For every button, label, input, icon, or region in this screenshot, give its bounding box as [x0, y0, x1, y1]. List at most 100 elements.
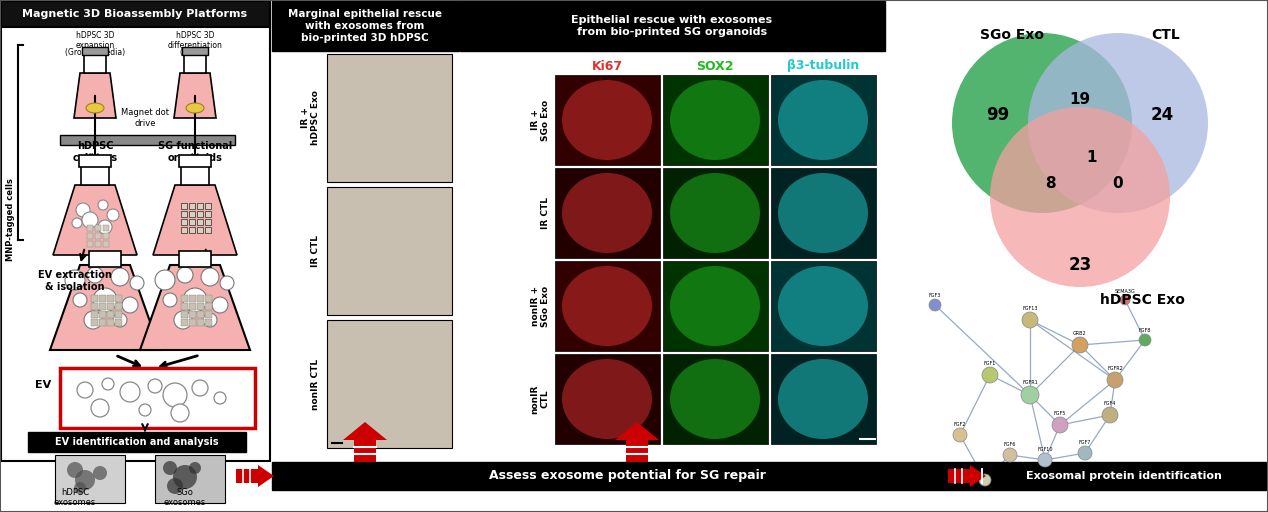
Circle shape — [87, 267, 103, 283]
Circle shape — [1139, 334, 1151, 346]
FancyBboxPatch shape — [189, 303, 197, 310]
FancyBboxPatch shape — [205, 319, 212, 326]
Polygon shape — [257, 465, 274, 487]
Circle shape — [67, 462, 82, 478]
Circle shape — [72, 218, 82, 228]
FancyBboxPatch shape — [1, 1, 270, 461]
Text: hDPSC
exosomes: hDPSC exosomes — [53, 487, 96, 507]
FancyBboxPatch shape — [205, 219, 210, 225]
Circle shape — [76, 203, 90, 217]
FancyBboxPatch shape — [273, 1, 459, 51]
Circle shape — [221, 276, 235, 290]
Text: nonIR
CTL: nonIR CTL — [530, 385, 550, 414]
Ellipse shape — [779, 359, 869, 439]
Circle shape — [164, 461, 178, 475]
FancyBboxPatch shape — [91, 295, 98, 302]
Circle shape — [120, 382, 139, 402]
Text: SOX2: SOX2 — [696, 59, 734, 73]
FancyBboxPatch shape — [84, 55, 107, 73]
Circle shape — [98, 220, 112, 234]
FancyBboxPatch shape — [115, 295, 122, 302]
FancyBboxPatch shape — [197, 311, 204, 318]
Circle shape — [93, 288, 117, 312]
Text: 1: 1 — [1087, 150, 1097, 164]
FancyBboxPatch shape — [115, 311, 122, 318]
Text: Assess exosome potential for SG repair: Assess exosome potential for SG repair — [488, 470, 766, 482]
FancyBboxPatch shape — [663, 261, 768, 351]
Circle shape — [214, 392, 226, 404]
FancyBboxPatch shape — [189, 227, 195, 233]
Circle shape — [75, 470, 95, 490]
FancyBboxPatch shape — [1, 1, 270, 27]
Ellipse shape — [670, 359, 760, 439]
Circle shape — [98, 200, 108, 210]
FancyBboxPatch shape — [327, 54, 451, 182]
Circle shape — [1022, 312, 1038, 328]
Ellipse shape — [562, 266, 652, 346]
Text: hDPSC 3D: hDPSC 3D — [176, 31, 214, 39]
Text: Magnetic 3D Bioassembly Platforms: Magnetic 3D Bioassembly Platforms — [23, 9, 247, 19]
Text: IR +
hDPSC Exo: IR + hDPSC Exo — [301, 91, 320, 145]
Circle shape — [131, 276, 145, 290]
FancyBboxPatch shape — [626, 440, 648, 462]
FancyBboxPatch shape — [555, 261, 661, 351]
Circle shape — [91, 399, 109, 417]
Text: FGF4: FGF4 — [1104, 401, 1116, 406]
Text: MNP-tagged cells: MNP-tagged cells — [6, 179, 15, 262]
FancyBboxPatch shape — [181, 203, 186, 209]
Text: (FGF10): (FGF10) — [180, 48, 210, 56]
Circle shape — [202, 268, 219, 286]
Circle shape — [1078, 446, 1092, 460]
Circle shape — [155, 270, 175, 290]
FancyBboxPatch shape — [205, 227, 210, 233]
Text: SEMA3G: SEMA3G — [1115, 289, 1135, 294]
Circle shape — [178, 267, 193, 283]
Text: 23: 23 — [1069, 256, 1092, 274]
FancyBboxPatch shape — [87, 241, 93, 247]
Circle shape — [981, 367, 998, 383]
Text: FGF1*: FGF1* — [978, 468, 993, 473]
FancyBboxPatch shape — [87, 233, 93, 239]
Polygon shape — [139, 265, 250, 350]
Polygon shape — [53, 185, 137, 255]
Circle shape — [1003, 448, 1017, 462]
FancyBboxPatch shape — [107, 311, 114, 318]
Circle shape — [1071, 337, 1088, 353]
Polygon shape — [74, 73, 115, 118]
Text: FGFR1: FGFR1 — [1022, 380, 1038, 385]
Circle shape — [191, 380, 208, 396]
Circle shape — [167, 478, 183, 494]
FancyBboxPatch shape — [89, 251, 120, 267]
Circle shape — [171, 404, 189, 422]
Circle shape — [164, 293, 178, 307]
Circle shape — [212, 297, 228, 313]
Text: EV identification and analysis: EV identification and analysis — [56, 437, 219, 447]
Text: SGo
exosomes: SGo exosomes — [164, 487, 207, 507]
FancyBboxPatch shape — [663, 75, 768, 165]
FancyBboxPatch shape — [327, 187, 451, 315]
Circle shape — [1038, 453, 1052, 467]
Circle shape — [189, 462, 202, 474]
Text: nonIR +
SGo Exo: nonIR + SGo Exo — [530, 285, 550, 327]
Text: SG functional
organoids: SG functional organoids — [158, 141, 232, 163]
Text: Ki67: Ki67 — [591, 59, 623, 73]
Text: 19: 19 — [1069, 93, 1090, 108]
FancyBboxPatch shape — [95, 225, 101, 231]
Circle shape — [954, 428, 967, 442]
FancyBboxPatch shape — [99, 303, 107, 310]
FancyBboxPatch shape — [771, 168, 876, 258]
FancyBboxPatch shape — [115, 319, 122, 326]
FancyBboxPatch shape — [197, 219, 203, 225]
FancyBboxPatch shape — [189, 319, 197, 326]
FancyBboxPatch shape — [771, 261, 876, 351]
FancyBboxPatch shape — [179, 155, 210, 167]
FancyBboxPatch shape — [354, 440, 377, 462]
Text: FGF5: FGF5 — [1054, 411, 1066, 416]
FancyBboxPatch shape — [91, 311, 98, 318]
Text: FGF2: FGF2 — [954, 422, 966, 427]
Circle shape — [1028, 33, 1208, 213]
Text: FGF3: FGF3 — [929, 293, 941, 298]
FancyBboxPatch shape — [197, 211, 203, 217]
FancyBboxPatch shape — [155, 455, 224, 503]
FancyBboxPatch shape — [189, 219, 195, 225]
